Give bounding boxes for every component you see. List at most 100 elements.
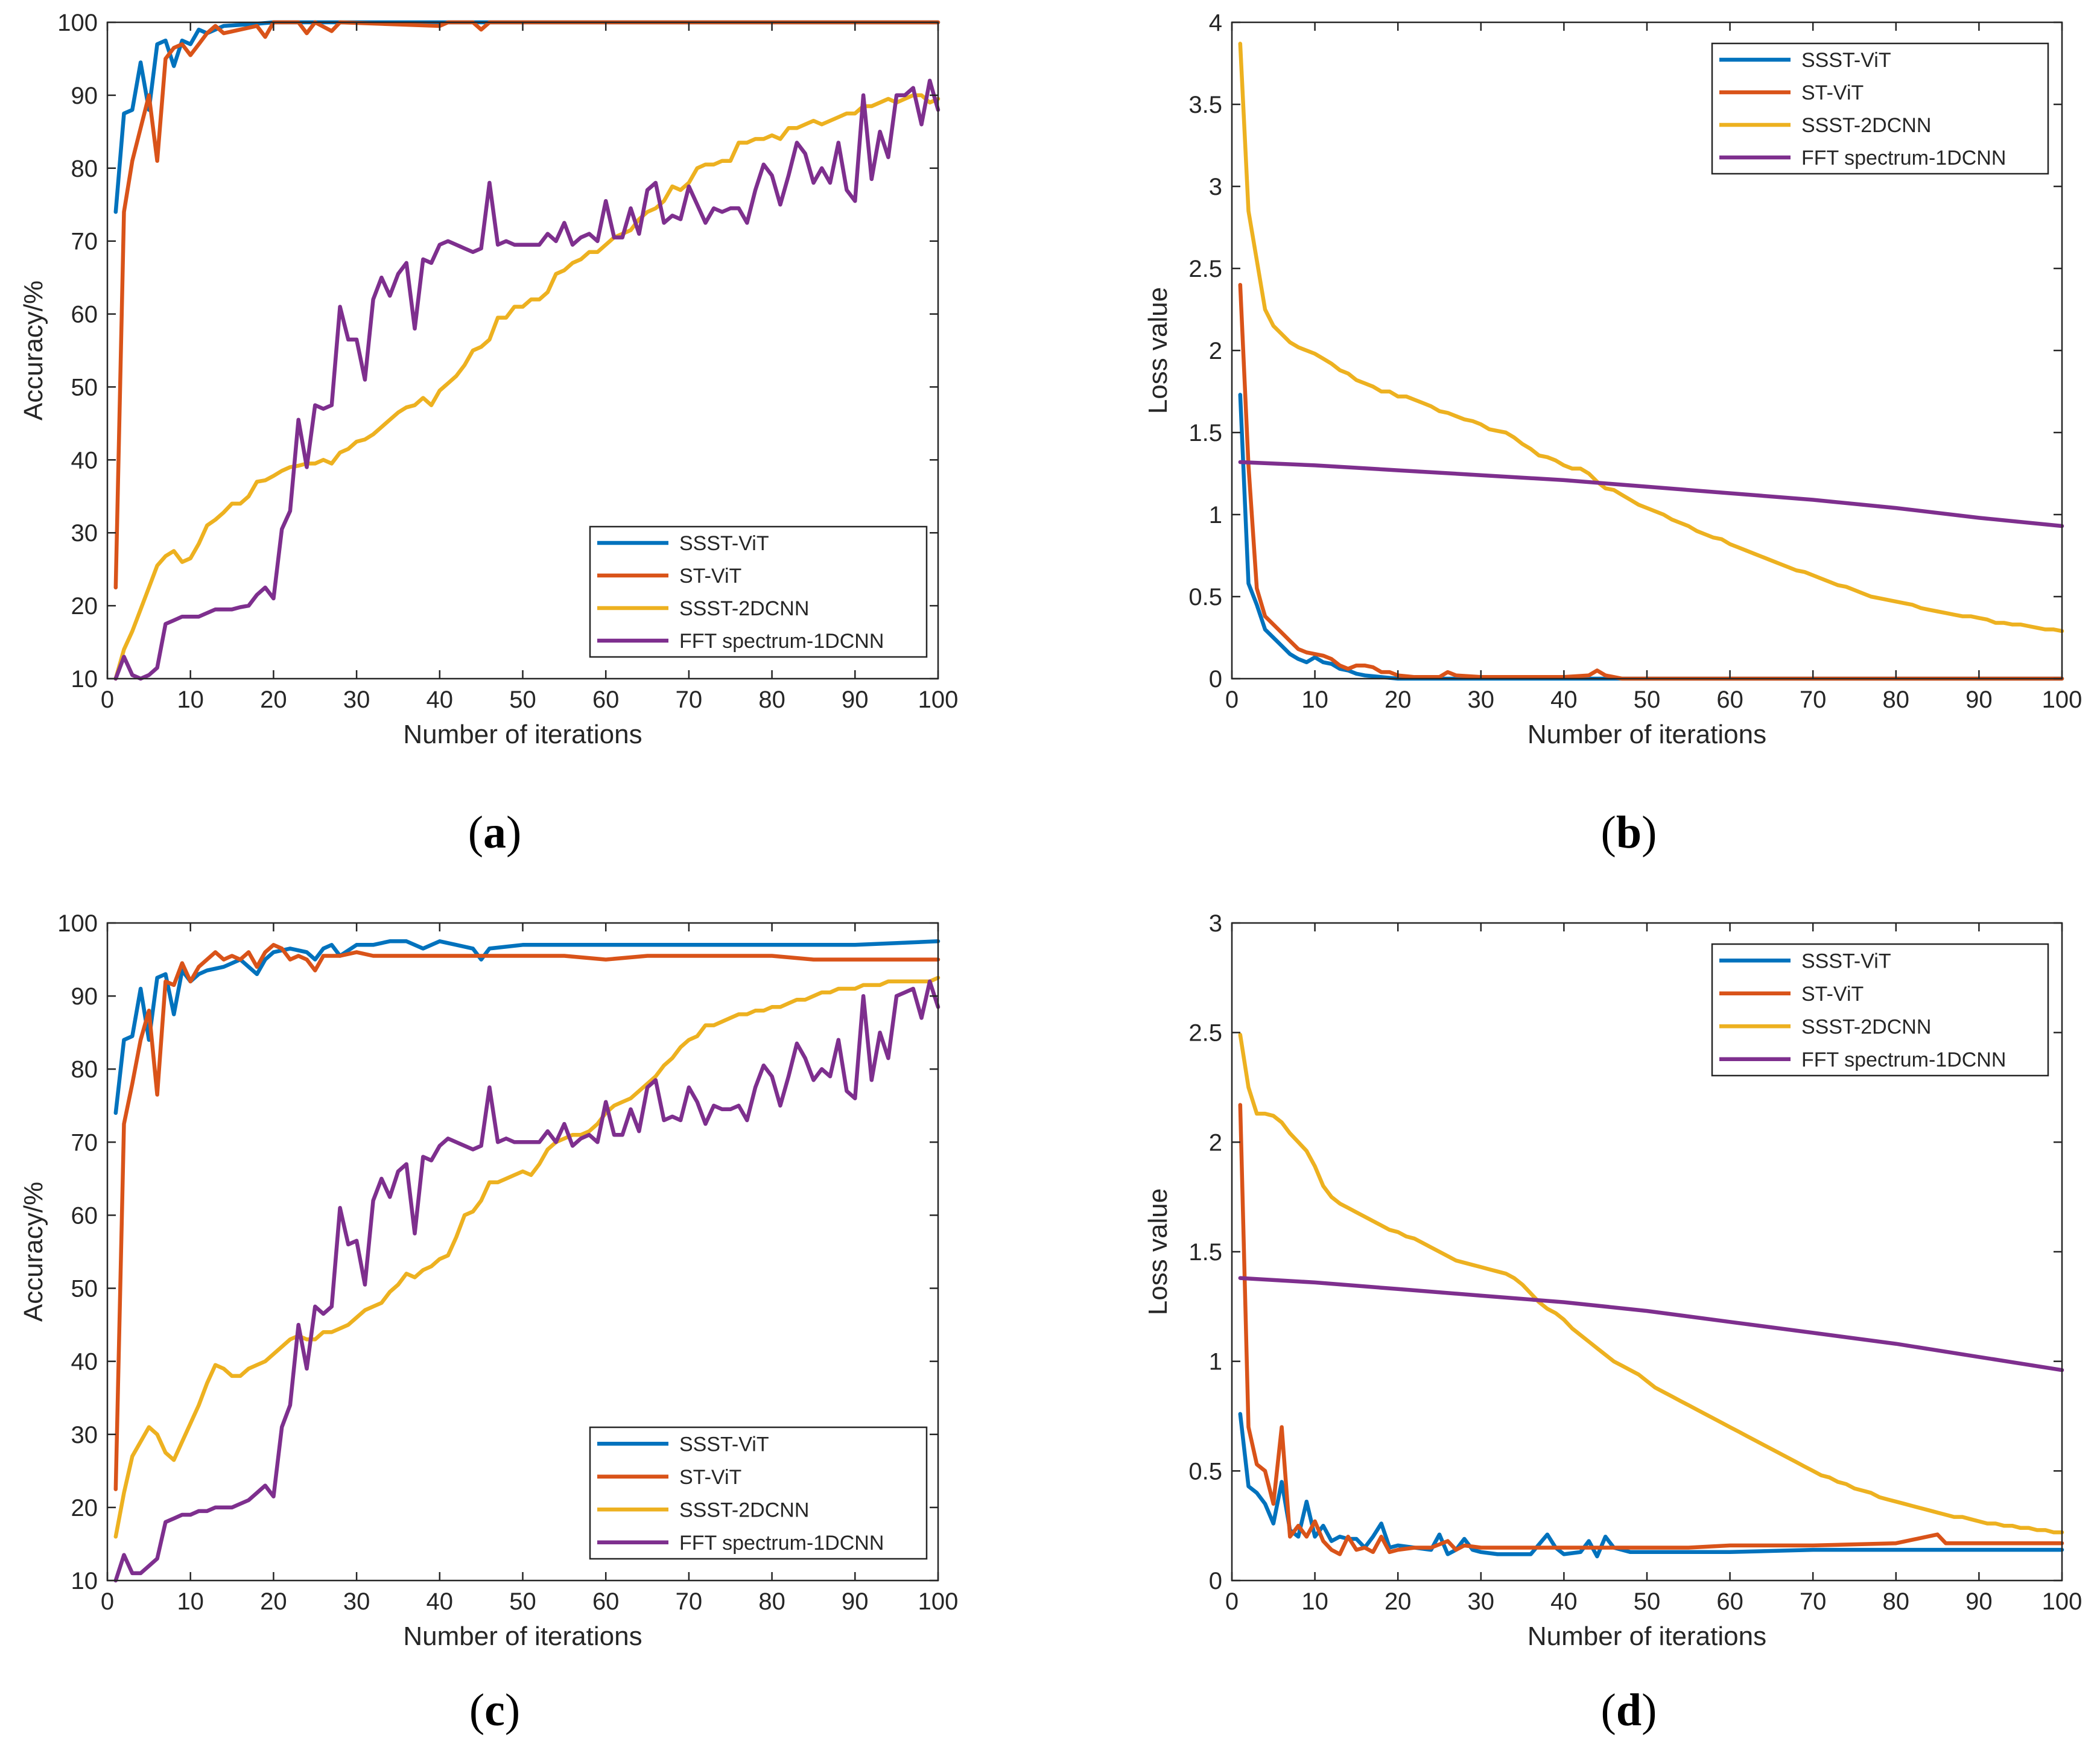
x-axis-label: Number of iterations [403, 720, 642, 749]
series-line-st-vit [113, 943, 941, 1491]
y-tick-label: 100 [57, 10, 98, 36]
x-axis-label: Number of iterations [1527, 720, 1766, 749]
y-tick-label: 1 [1209, 502, 1222, 528]
x-tick-label: 50 [1634, 687, 1661, 713]
y-tick-label: 4 [1209, 10, 1222, 36]
x-tick-label: 20 [260, 1588, 287, 1615]
y-tick-label: 30 [71, 1422, 98, 1448]
x-tick-label: 40 [427, 1588, 454, 1615]
x-tick-label: 90 [1965, 1588, 1993, 1615]
series-line-fft-spectrum-1dcnn [1238, 1276, 2064, 1372]
y-tick-label: 50 [71, 374, 98, 401]
y-tick-label: 0 [1209, 666, 1222, 693]
x-tick-label: 60 [592, 1588, 620, 1615]
y-axis-label: Accuracy/% [19, 1182, 48, 1322]
series-line-ssst-2dcnn [1238, 1033, 2064, 1535]
legend-label: ST-ViT [679, 1466, 741, 1489]
x-tick-label: 40 [1550, 1588, 1578, 1615]
legend: SSST-ViT ST-ViT SSST-2DCNN FFT spectrum-1DC… [1711, 943, 2049, 1077]
panel-caption: (d) [1601, 1685, 1657, 1736]
legend-label: ST-ViT [1801, 983, 1864, 1006]
chart-panel-a: 0 10 20 30 40 50 60 70 80 90 100102030405060708090… [19, 10, 958, 858]
y-axis-label: Loss value [1143, 287, 1173, 414]
y-tick-label: 90 [71, 83, 98, 109]
y-tick-label: 10 [71, 666, 98, 693]
series-line-ssst-vit [113, 20, 941, 214]
y-tick-label: 1.5 [1188, 1239, 1222, 1266]
panel-caption: (c) [469, 1685, 520, 1736]
chart-panel-c: 0 10 20 30 40 50 60 70 80 90 100102030405060708090… [19, 910, 958, 1736]
x-tick-label: 0 [1225, 687, 1239, 713]
y-axis-label: Loss value [1143, 1188, 1173, 1315]
series-line-st-vit [113, 20, 941, 590]
x-tick-label: 50 [509, 1588, 536, 1615]
legend-label: SSST-ViT [679, 1433, 769, 1456]
legend-box [1711, 943, 2049, 1077]
panel-caption-letter: d [1616, 1685, 1642, 1736]
legend-label: SSST-2DCNN [1801, 114, 1931, 137]
chart-panel-d: 0 10 20 30 40 50 60 70 80 90 100 0 0.5 1 1.5 2 2.5 3 Numbe… [1143, 910, 2082, 1736]
y-tick-label: 3 [1209, 910, 1222, 937]
x-tick-label: 70 [676, 687, 703, 713]
y-tick-label: 2.5 [1188, 256, 1222, 282]
legend-label: FFT spectrum-1DCNN [1801, 1048, 2006, 1071]
panel-caption-letter: b [1616, 807, 1642, 858]
y-tick-label: 60 [71, 1202, 98, 1229]
y-tick-label: 1.5 [1188, 420, 1222, 446]
x-tick-label: 0 [101, 1588, 114, 1615]
legend-label: ST-ViT [679, 565, 741, 588]
x-tick-label: 80 [1883, 1588, 1910, 1615]
x-tick-label: 0 [1225, 1588, 1239, 1615]
x-tick-label: 60 [1716, 687, 1743, 713]
series-line-ssst-vit [1238, 393, 2064, 681]
y-tick-label: 40 [71, 1349, 98, 1375]
x-tick-label: 20 [1385, 1588, 1412, 1615]
y-tick-label: 3.5 [1188, 92, 1222, 118]
x-tick-label: 40 [1550, 687, 1578, 713]
y-tick-label: 60 [71, 302, 98, 328]
x-tick-label: 10 [177, 1588, 204, 1615]
legend-box [589, 1426, 928, 1560]
x-tick-label: 80 [758, 687, 785, 713]
y-tick-label: 80 [71, 1056, 98, 1083]
y-tick-label: 10 [71, 1568, 98, 1594]
y-tick-label: 0 [1209, 1568, 1222, 1594]
panel-caption: (a) [468, 807, 522, 858]
x-tick-label: 90 [1965, 687, 1993, 713]
series-line-fft-spectrum-1dcnn [113, 78, 941, 681]
series-line-fft-spectrum-1dcnn [113, 979, 941, 1583]
x-tick-label: 70 [1800, 1588, 1827, 1615]
x-axis-label: Number of iterations [1527, 1622, 1766, 1651]
x-tick-label: 70 [1800, 687, 1827, 713]
panel-caption: (b) [1601, 807, 1657, 858]
x-tick-label: 30 [1468, 687, 1495, 713]
x-tick-label: 30 [343, 1588, 370, 1615]
y-tick-label: 90 [71, 983, 98, 1010]
legend-label: SSST-2DCNN [679, 1498, 809, 1521]
legend-label: FFT spectrum-1DCNN [679, 1532, 884, 1555]
x-tick-label: 10 [177, 687, 204, 713]
x-tick-label: 50 [509, 687, 536, 713]
legend-label: FFT spectrum-1DCNN [1801, 147, 2006, 170]
x-tick-label: 30 [1468, 1588, 1495, 1615]
y-tick-label: 0.5 [1188, 1458, 1222, 1485]
x-tick-label: 100 [918, 687, 959, 713]
y-tick-label: 40 [71, 447, 98, 474]
legend: SSST-ViT ST-ViT SSST-2DCNN FFT spectrum-1DC… [589, 1426, 928, 1560]
x-tick-label: 90 [842, 687, 869, 713]
x-tick-label: 0 [101, 687, 114, 713]
x-tick-label: 40 [427, 687, 454, 713]
y-tick-label: 50 [71, 1276, 98, 1302]
series-line-ssst-2dcnn [113, 975, 941, 1539]
legend: SSST-ViT ST-ViT SSST-2DCNN FFT spectrum-1DC… [1711, 42, 2049, 175]
legend-label: SSST-2DCNN [1801, 1015, 1931, 1038]
y-tick-label: 70 [71, 229, 98, 255]
legend-label: ST-ViT [1801, 81, 1864, 104]
y-tick-label: 80 [71, 156, 98, 182]
y-tick-label: 100 [57, 910, 98, 937]
y-tick-label: 70 [71, 1129, 98, 1156]
x-tick-label: 20 [260, 687, 287, 713]
x-tick-label: 100 [918, 1588, 959, 1615]
legend-label: SSST-ViT [1801, 950, 1891, 972]
